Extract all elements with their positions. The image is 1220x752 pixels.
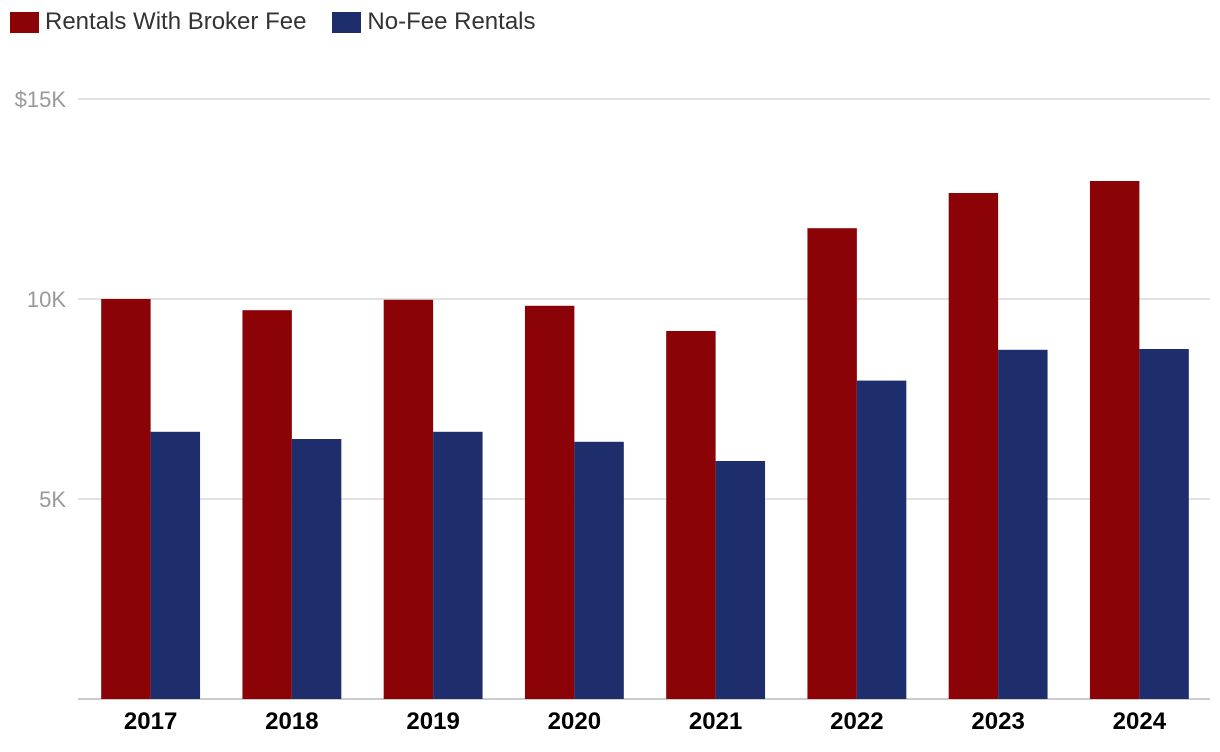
bar-broker-fee-2020[interactable] — [524, 305, 575, 699]
legend-item-no-fee[interactable]: No-Fee Rentals — [332, 8, 536, 36]
y-tick-label-1: 10K — [27, 287, 66, 312]
bar-broker-fee-2018[interactable] — [242, 310, 292, 699]
legend-item-broker-fee[interactable]: Rentals With Broker Fee — [10, 8, 306, 36]
y-tick-label-2: $15K — [15, 87, 67, 112]
bar-broker-fee-2019[interactable] — [383, 299, 434, 699]
x-tick-label-2024: 2024 — [1113, 708, 1167, 735]
bar-no-fee-2017[interactable] — [150, 431, 201, 699]
chart-legend: Rentals With Broker Fee No-Fee Rentals — [10, 8, 536, 36]
x-tick-label-2019: 2019 — [406, 708, 459, 735]
bar-no-fee-2022[interactable] — [856, 380, 907, 699]
x-tick-label-2021: 2021 — [689, 708, 742, 735]
bar-broker-fee-2024[interactable] — [1089, 181, 1140, 699]
bar-no-fee-2019[interactable] — [433, 431, 483, 699]
bar-no-fee-2018[interactable] — [291, 439, 342, 699]
bar-no-fee-2021[interactable] — [715, 461, 766, 699]
x-tick-label-2020: 2020 — [548, 708, 601, 735]
bar-broker-fee-2023[interactable] — [948, 193, 999, 699]
legend-swatch-no-fee — [332, 11, 362, 33]
bar-no-fee-2023[interactable] — [998, 349, 1048, 699]
legend-label-no-fee: No-Fee Rentals — [367, 8, 536, 35]
x-tick-label-2017: 2017 — [124, 708, 177, 735]
x-tick-label-2018: 2018 — [265, 708, 318, 735]
x-tick-label-2023: 2023 — [971, 708, 1024, 735]
legend-swatch-broker-fee — [10, 11, 39, 33]
legend-label-broker-fee: Rentals With Broker Fee — [45, 8, 307, 35]
y-tick-label-0: 5K — [39, 487, 66, 512]
x-tick-label-2022: 2022 — [830, 708, 883, 735]
bar-broker-fee-2017[interactable] — [101, 299, 151, 699]
bar-broker-fee-2021[interactable] — [666, 331, 716, 699]
bar-no-fee-2020[interactable] — [574, 441, 624, 699]
bar-no-fee-2024[interactable] — [1139, 349, 1189, 699]
bar-broker-fee-2022[interactable] — [807, 228, 857, 699]
